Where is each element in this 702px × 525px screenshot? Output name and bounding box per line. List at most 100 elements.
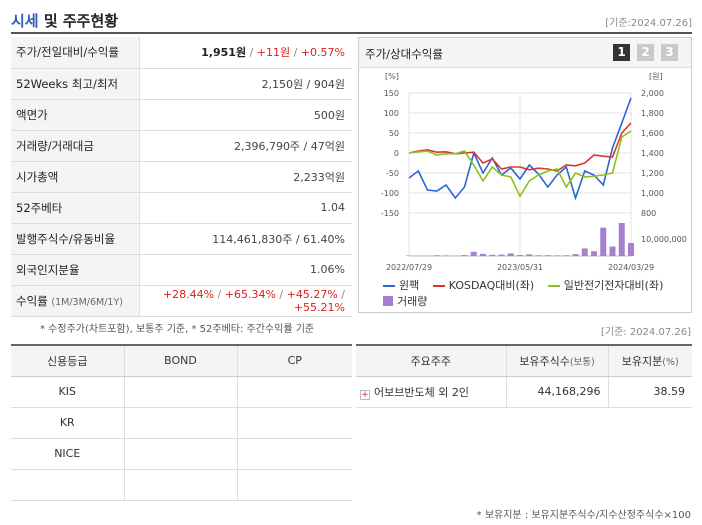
right-axis-tick: 1,400 [641, 149, 664, 158]
volume-bar [544, 255, 551, 256]
x-axis-tick: 2024/03/29 [608, 263, 654, 272]
holder-name-cell: + 어보브반도체 외 2인 [356, 376, 507, 408]
volume-bar [489, 254, 496, 256]
section-header: 시세 및 주주현황 [기준:2024.07.26] [11, 8, 692, 34]
right-axis-unit: [원] [649, 72, 663, 81]
volume-bar [480, 253, 486, 256]
holders-base-date: [기준: 2024.07.26] [600, 327, 691, 338]
table-cell [237, 407, 352, 439]
right-axis-tick: 1,600 [641, 129, 664, 138]
left-axis-tick: 100 [384, 109, 399, 118]
table-row: 발행주식수/유동비율 114,461,830주 / 61.40% [11, 223, 352, 255]
volume-bar [572, 254, 579, 256]
chart-page-1-button[interactable]: 1 [613, 44, 630, 61]
volume-value: 2,396,790주 / 47억원 [139, 130, 352, 162]
price-label: 주가/전일대비/수익률 [11, 37, 140, 69]
table-row: 52Weeks 최고/최저 2,150원 / 904원 [11, 68, 352, 100]
table-row: 주가/전일대비/수익률 1,951원 / +11원 / +0.57% [11, 37, 352, 69]
holder-pct-cell: 38.59 [608, 376, 692, 408]
column-header: 보유지분(%) [608, 345, 692, 377]
chart-plot: 150 2,000 100 1,800 50 1,600 0 1,400 -50 1,200 -10… [381, 72, 687, 272]
table-cell: KIS [11, 376, 125, 408]
legend-swatch [383, 296, 393, 306]
column-header: BOND [124, 345, 238, 377]
column-header: 보유주식수(보통) [506, 345, 609, 377]
volume-bar [498, 254, 505, 256]
left-axis-tick: 0 [394, 149, 399, 158]
legend-swatch [383, 285, 395, 287]
column-header: CP [237, 345, 352, 377]
series-line [408, 130, 632, 198]
return-value: +28.44% / +65.34% / +45.27% / +55.21% [139, 285, 352, 317]
volume-bar [554, 255, 560, 256]
series-line [408, 97, 632, 201]
x-axis-tick: 2022/07/29 [386, 263, 432, 272]
left-axis-tick: -50 [386, 169, 399, 178]
table-header-row: 신용등급 BOND CP [11, 345, 352, 377]
left-axis-tick: 150 [384, 89, 399, 98]
legend-item: KOSDAQ대비(좌) [432, 279, 534, 292]
major-holders-table: 주요주주 보유주식수(보통) 보유지분(%) + 어보브반도체 외 2인 44,1… [356, 344, 692, 408]
volume-bar [628, 243, 634, 256]
return-label: 수익률 (1M/3M/6M/1Y) [11, 285, 140, 317]
chart-page-3-button[interactable]: 3 [661, 44, 678, 61]
footnote-holding: * 보유지분 : 보유지분주식수/지수산정주식수×100 [476, 510, 691, 521]
table-row: NICE [11, 438, 352, 470]
left-axis-tick: -150 [381, 209, 399, 218]
expand-plus-icon[interactable]: + [360, 389, 370, 400]
volume-bar [581, 248, 588, 256]
table-cell [124, 438, 238, 470]
foreign-label: 외국인지분율 [11, 254, 140, 286]
table-row: + 어보브반도체 외 2인 44,168,296 38.59 [356, 376, 692, 408]
column-header: 주요주주 [356, 345, 507, 377]
volume-bar [461, 255, 468, 256]
table-cell [124, 376, 238, 408]
legend-swatch [547, 285, 560, 287]
table-cell [237, 376, 352, 408]
face-value: 500원 [139, 99, 352, 131]
footnote-price: * 수정주가(차트포함), 보통주 기준, * 52주베타: 주간수익률 기준 [40, 324, 315, 335]
table-cell: NICE [11, 438, 125, 470]
face-value-label: 액면가 [11, 99, 140, 131]
credit-rating-table: 신용등급 BOND CP KIS KR NICE [11, 344, 352, 501]
series-line [408, 122, 632, 172]
right-axis-tick: 1,200 [641, 169, 664, 178]
volume-bar [507, 253, 514, 256]
table-cell [124, 407, 238, 439]
price-value: 1,951원 / +11원 / +0.57% [139, 37, 352, 69]
beta-label: 52주베타 [11, 192, 140, 224]
base-date: [기준:2024.07.26] [605, 18, 692, 29]
quote-table: 주가/전일대비/수익률 1,951원 / +11원 / +0.57% 52Wee… [11, 37, 352, 317]
volume-bar [443, 255, 449, 256]
chart-page-2-button[interactable]: 2 [637, 44, 654, 61]
volume-bar [600, 227, 607, 256]
chart-title: 주가/상대수익률 [365, 47, 443, 61]
section-title: 시세 및 주주현황 [11, 12, 119, 30]
legend-item: 윈팩 [383, 279, 419, 292]
table-row: 외국인지분율 1.06% [11, 254, 352, 286]
volume-bar [563, 255, 570, 256]
left-axis-unit: [%] [385, 72, 399, 81]
table-cell [11, 469, 125, 501]
legend-item: 일반전기전자대비(좌) [547, 279, 663, 292]
volume-bar [433, 255, 440, 256]
volume-bar [526, 254, 533, 256]
table-row [11, 469, 352, 501]
left-axis-tick: 50 [389, 129, 399, 138]
volume-bar [535, 255, 542, 256]
holder-shares-cell: 44,168,296 [506, 376, 609, 408]
right-axis-tick: 2,000 [641, 89, 664, 98]
table-cell [124, 469, 238, 501]
volume-bar [517, 255, 523, 256]
right-axis-tick: 1,000 [641, 189, 664, 198]
table-cell [237, 438, 352, 470]
table-row: KR [11, 407, 352, 439]
legend-swatch [432, 285, 445, 287]
foreign-value: 1.06% [139, 254, 352, 286]
w52-value: 2,150원 / 904원 [139, 68, 352, 100]
table-row: 수익률 (1M/3M/6M/1Y) +28.44% / +65.34% / +4… [11, 285, 352, 317]
market-cap-label: 시가총액 [11, 161, 140, 193]
table-row: 액면가 500원 [11, 99, 352, 131]
shares-value: 114,461,830주 / 61.40% [139, 223, 352, 255]
table-header-row: 주요주주 보유주식수(보통) 보유지분(%) [356, 345, 692, 377]
